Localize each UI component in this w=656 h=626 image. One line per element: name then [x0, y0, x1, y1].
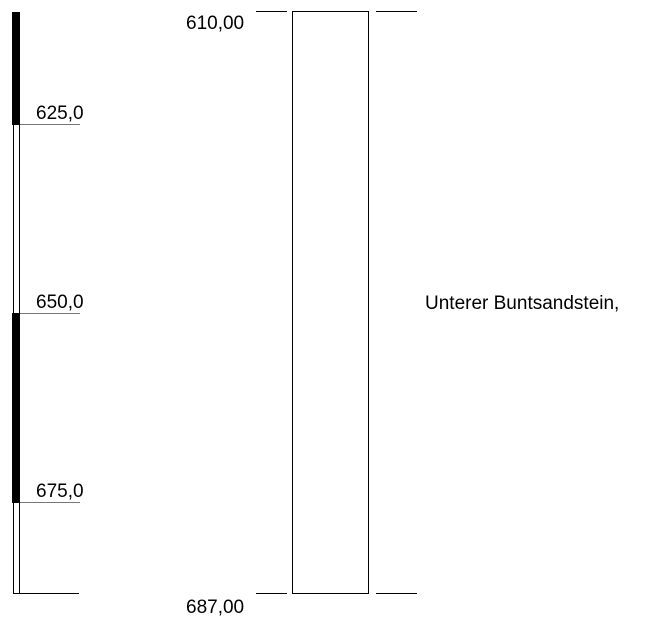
scale-bar-left-border [13, 12, 14, 593]
scale-tick-675 [20, 502, 80, 503]
scale-tick-label-625: 625,0 [36, 103, 84, 124]
bottom-depth-line-left [256, 593, 287, 594]
scale-tick-625 [20, 124, 80, 125]
layer-box-unterer-buntsandstein [292, 11, 369, 594]
top-depth-label: 610,00 [186, 13, 245, 34]
bottom-depth-label: 687,00 [186, 597, 245, 618]
scale-segment-black-1 [12, 12, 20, 125]
bottom-depth-line-right [376, 593, 417, 594]
scale-tick-label-675: 675,0 [36, 481, 84, 502]
scale-segment-black-2 [12, 313, 20, 503]
scale-bar-right-border [19, 12, 20, 593]
layer-description: Unterer Buntsandstein, [425, 293, 620, 314]
scale-bottom-line [13, 593, 79, 594]
scale-tick-label-650: 650,0 [36, 292, 84, 313]
top-depth-line-right [376, 11, 417, 12]
top-depth-line-left [256, 11, 287, 12]
scale-tick-650 [20, 313, 80, 314]
